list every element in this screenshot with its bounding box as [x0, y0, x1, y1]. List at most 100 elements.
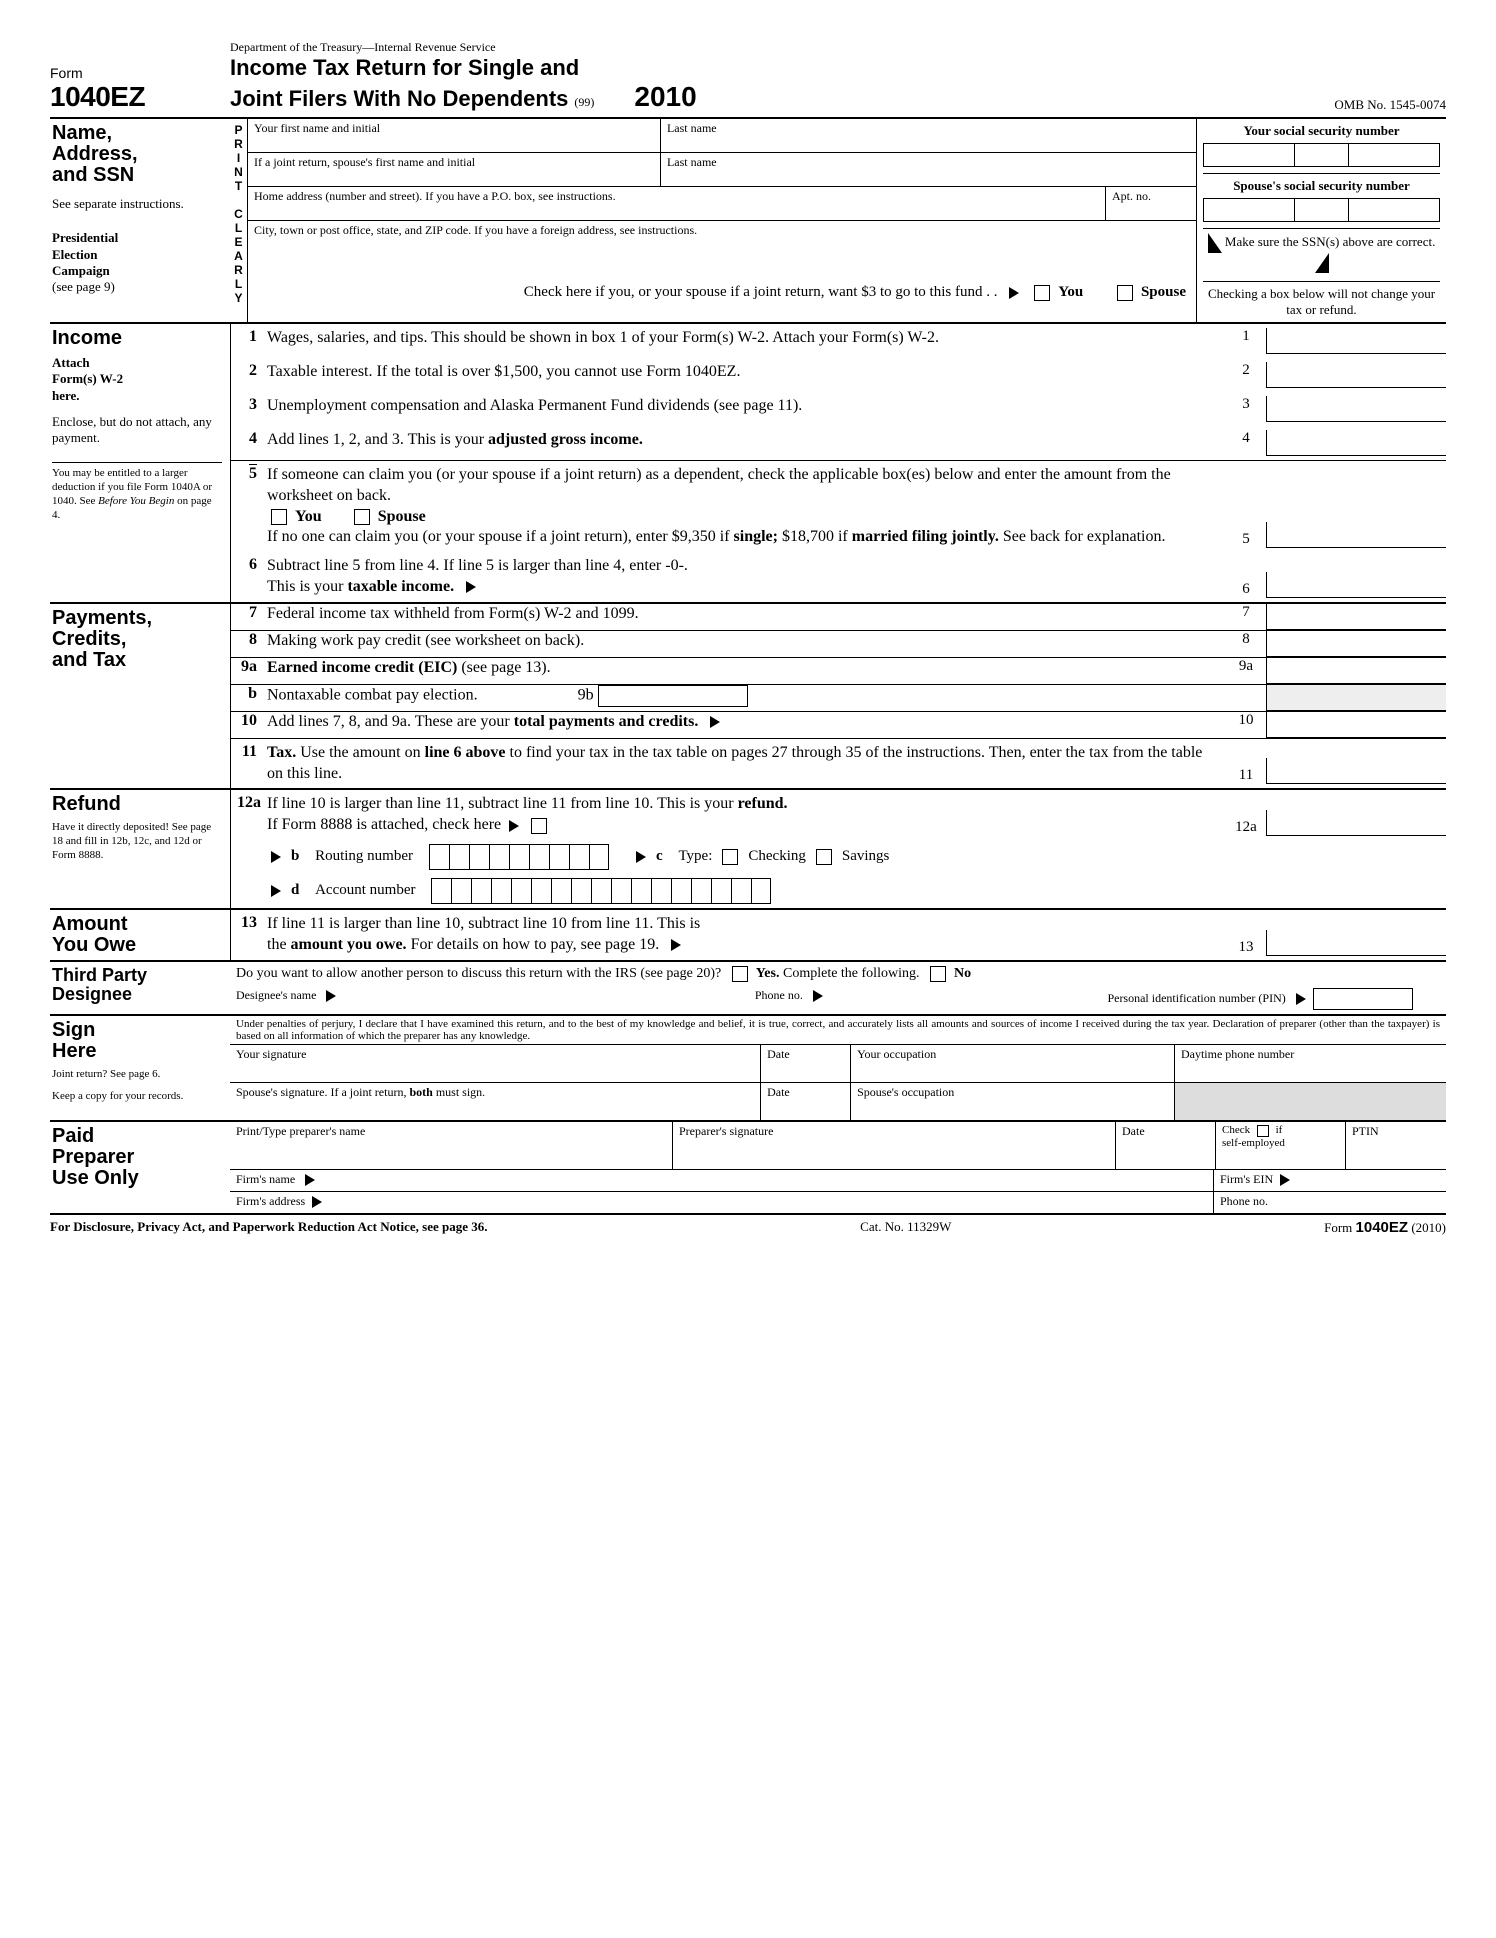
line12a-amount[interactable] [1266, 810, 1446, 836]
third-party-section: Third PartyDesignee Do you want to allow… [50, 962, 1446, 1016]
daytime-phone-field[interactable]: Daytime phone number [1175, 1045, 1446, 1082]
line4-amount[interactable] [1266, 430, 1446, 456]
third-party-question: Do you want to allow another person to d… [236, 966, 721, 981]
line9b-amount[interactable] [598, 685, 748, 707]
line5-amount[interactable] [1266, 522, 1446, 548]
line10-text: Add lines 7, 8, and 9a. These are your t… [267, 712, 1226, 733]
spouse-first-name-field[interactable]: If a joint return, spouse's first name a… [248, 153, 661, 186]
third-party-heading: Third PartyDesignee [52, 966, 222, 1004]
ptin-field[interactable]: PTIN [1346, 1122, 1446, 1168]
sign-section: SignHere Joint return? See page 6. Keep … [50, 1016, 1446, 1122]
line5-spouse-checkbox[interactable] [354, 509, 370, 525]
presidential-heading: PresidentialElectionCampaign [52, 230, 222, 279]
you-checkbox[interactable] [1034, 285, 1050, 301]
arrow-icon [710, 716, 720, 728]
form-number: 1040EZ [50, 81, 230, 113]
line3-text: Unemployment compensation and Alaska Per… [267, 396, 1226, 417]
arrow-icon [466, 581, 476, 593]
line11-amount[interactable] [1266, 758, 1446, 784]
savings-checkbox[interactable] [816, 849, 832, 865]
line7-amount[interactable] [1266, 604, 1446, 630]
routing-b: b [291, 848, 299, 865]
preparer-name-field[interactable]: Print/Type preparer's name [230, 1122, 673, 1168]
spouse-ssn-input[interactable] [1203, 198, 1440, 222]
line10-amount[interactable] [1266, 712, 1446, 738]
line4-text: Add lines 1, 2, and 3. This is your adju… [267, 430, 1226, 451]
home-address-field[interactable]: Home address (number and street). If you… [248, 187, 1106, 220]
account-number-input[interactable] [431, 878, 771, 904]
spouse-label: Spouse [1141, 284, 1186, 300]
spouse-checkbox[interactable] [1117, 285, 1133, 301]
spouse-ssn-label: Spouse's social security number [1203, 173, 1440, 194]
owe-section: AmountYou Owe 13If line 11 is larger tha… [50, 910, 1446, 962]
city-state-zip-field[interactable]: City, town or post office, state, and ZI… [248, 221, 1196, 278]
payments-heading: Payments,Credits,and Tax [52, 608, 222, 671]
print-clearly-vertical: PRINTCLEARLY [230, 119, 248, 322]
footer-form: Form 1040EZ (2010) [1324, 1219, 1446, 1236]
omb-number: OMB No. 1545-0074 [1226, 97, 1446, 113]
line6-text: Subtract line 5 from line 4. If line 5 i… [267, 556, 1226, 598]
account-d: d [291, 882, 299, 899]
refund-section: Refund Have it directly deposited! See p… [50, 790, 1446, 910]
third-party-no-checkbox[interactable] [930, 966, 946, 982]
line8-amount[interactable] [1266, 631, 1446, 657]
routing-number-input[interactable] [429, 844, 609, 870]
apt-no-field[interactable]: Apt. no. [1106, 187, 1196, 220]
triangle-right-icon [1315, 253, 1329, 273]
third-party-yes-checkbox[interactable] [732, 966, 748, 982]
line6-amount[interactable] [1266, 572, 1446, 598]
self-employed-check[interactable]: Check ifself-employed [1216, 1122, 1346, 1168]
your-signature-field[interactable]: Your signature [230, 1045, 761, 1082]
your-ssn-label: Your social security number [1203, 123, 1440, 139]
pin-input[interactable] [1313, 988, 1413, 1010]
dept-line: Department of the Treasury—Internal Reve… [230, 40, 1226, 55]
your-first-name-field[interactable]: Your first name and initial [248, 119, 661, 152]
line9a-amount[interactable] [1266, 658, 1446, 684]
your-occupation-field[interactable]: Your occupation [851, 1045, 1175, 1082]
line11-text: Tax. Use the amount on line 6 above to f… [267, 743, 1226, 785]
line5-you-checkbox[interactable] [271, 509, 287, 525]
identity-section: Name,Address,and SSN See separate instru… [50, 119, 1446, 324]
entitled-note: You may be entitled to a larger deductio… [52, 462, 222, 522]
form-word: Form [50, 65, 230, 81]
make-sure-ssn: Make sure the SSN(s) above are correct. [1225, 234, 1435, 249]
triangle-left-icon [1208, 233, 1222, 253]
checking-checkbox[interactable] [722, 849, 738, 865]
line1-text: Wages, salaries, and tips. This should b… [267, 328, 1226, 349]
form-header: Form 1040EZ Department of the Treasury—I… [50, 40, 1446, 119]
spouse-sign-date-field[interactable]: Date [761, 1083, 851, 1120]
arrow-icon [813, 990, 823, 1002]
your-ssn-input[interactable] [1203, 143, 1440, 167]
sign-date-field[interactable]: Date [761, 1045, 851, 1082]
type-c: c [656, 848, 663, 865]
spouse-signature-field[interactable]: Spouse's signature. If a joint return, b… [230, 1083, 761, 1120]
you-label: You [1058, 284, 1083, 300]
arrow-icon [305, 1174, 315, 1186]
arrow-icon [326, 990, 336, 1002]
spouse-last-name-field[interactable]: Last name [661, 153, 1196, 186]
enclose-payment: Enclose, but do not attach, any payment. [52, 414, 222, 447]
line12a-text: If line 10 is larger than line 11, subtr… [267, 794, 1226, 836]
preparer-section: PaidPreparerUse Only Print/Type preparer… [50, 1122, 1446, 1214]
your-last-name-field[interactable]: Last name [661, 119, 1196, 152]
line2-amount[interactable] [1266, 362, 1446, 388]
page-footer: For Disclosure, Privacy Act, and Paperwo… [50, 1215, 1446, 1236]
arrow-icon [1296, 993, 1306, 1005]
arrow-icon [509, 820, 519, 832]
attach-w2: AttachForm(s) W-2here. [52, 355, 222, 404]
preparer-date-field[interactable]: Date [1116, 1122, 1216, 1168]
refund-heading: Refund [52, 794, 222, 815]
firm-name-field[interactable]: Firm's name [230, 1170, 1214, 1191]
refund-sub: Have it directly deposited! See page 18 … [52, 821, 222, 862]
form8888-checkbox[interactable] [531, 818, 547, 834]
checking-note: Checking a box below will not change you… [1203, 281, 1440, 318]
check-here-text: Check here if you, or your spouse if a j… [524, 284, 998, 300]
spouse-occupation-field[interactable]: Spouse's occupation [851, 1083, 1175, 1120]
line3-amount[interactable] [1266, 396, 1446, 422]
firm-phone-field[interactable]: Phone no. [1214, 1192, 1446, 1213]
line13-amount[interactable] [1266, 930, 1446, 956]
firm-address-field[interactable]: Firm's address [230, 1192, 1214, 1213]
line1-amount[interactable] [1266, 328, 1446, 354]
preparer-signature-field[interactable]: Preparer's signature [673, 1122, 1116, 1168]
firm-ein-field[interactable]: Firm's EIN [1214, 1170, 1446, 1191]
